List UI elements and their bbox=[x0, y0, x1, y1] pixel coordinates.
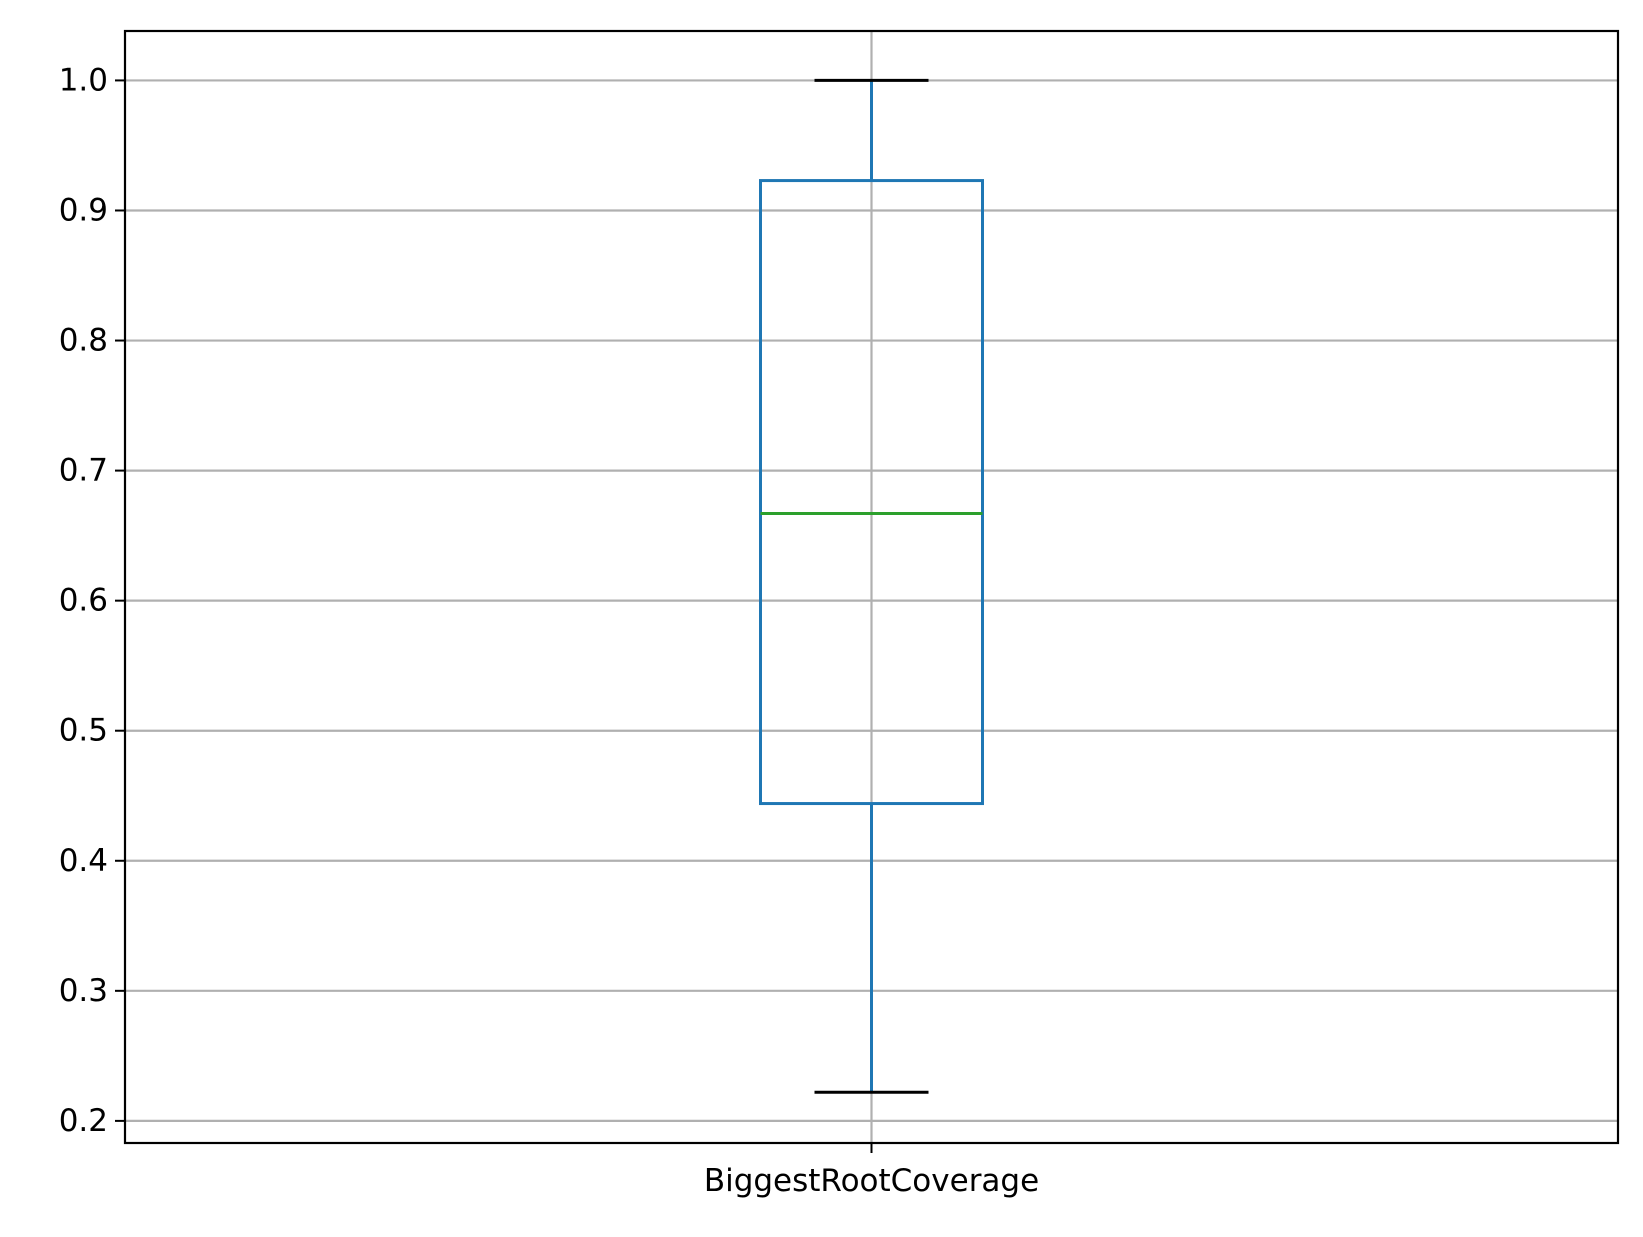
x-tick-label: BiggestRootCoverage bbox=[704, 1163, 1039, 1199]
y-tick-label: 0.9 bbox=[59, 192, 108, 228]
y-tick-label: 0.4 bbox=[59, 843, 108, 879]
y-tick-label: 0.8 bbox=[59, 323, 108, 359]
y-tick-label: 0.5 bbox=[59, 713, 108, 749]
marks-layer bbox=[759, 78, 984, 1094]
ticks-layer: 0.2 0.3 0.4 0.5 0.6 0.7 0.8 0.9 1.0 BiggestRootCo… bbox=[59, 62, 1040, 1199]
y-tick-label: 0.6 bbox=[59, 583, 108, 619]
y-tick-label: 0.3 bbox=[59, 973, 108, 1009]
y-tick-label: 0.2 bbox=[59, 1103, 108, 1139]
iqr-box bbox=[759, 179, 984, 806]
y-tick-label: 0.7 bbox=[59, 453, 108, 489]
y-tick-label: 1.0 bbox=[59, 62, 108, 98]
